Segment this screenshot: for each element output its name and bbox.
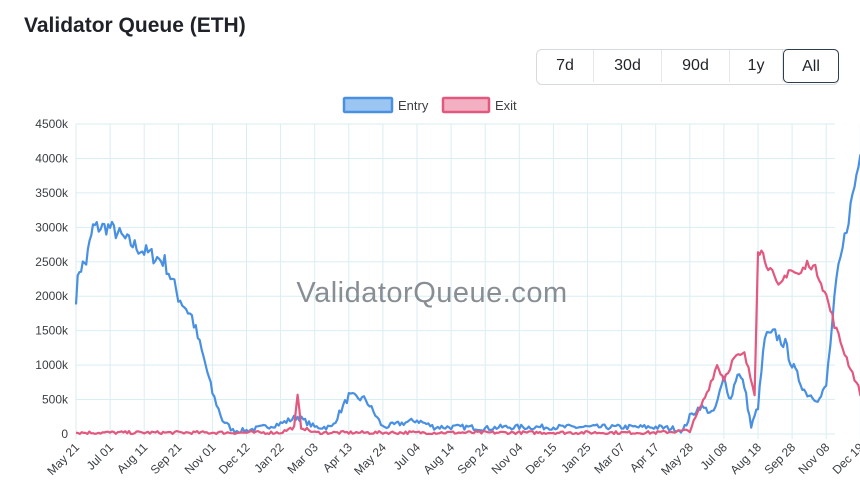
legend-label-exit[interactable]: Exit <box>495 98 517 113</box>
y-tick-label: 2500k <box>35 255 69 269</box>
watermark: ValidatorQueue.com <box>296 277 567 309</box>
y-tick-label: 500k <box>42 393 69 407</box>
x-tick-label: Aug 14 <box>420 440 457 477</box>
x-tick-label: Nov 08 <box>796 440 833 477</box>
x-tick-label: Sep 24 <box>455 440 492 477</box>
x-tick-label: Jul 08 <box>697 440 730 473</box>
time-range-selector: 7d 30d 90d 1y All <box>536 49 839 85</box>
x-tick-label: Aug 11 <box>114 440 150 476</box>
x-tick-label: Sep 21 <box>148 440 185 477</box>
y-tick-label: 1000k <box>35 358 69 372</box>
x-tick-label: Jul 01 <box>84 440 117 473</box>
y-tick-label: 2000k <box>35 289 69 303</box>
y-tick-label: 4000k <box>35 151 69 165</box>
x-tick-label: Apr 17 <box>627 440 662 475</box>
y-axis-ticks: 0 500k 1000k 1500k 2000k 2500k 3000k 3500k 4000k… <box>35 117 69 441</box>
range-button-7d[interactable]: 7d <box>537 50 594 82</box>
x-tick-label: Dec 19 <box>830 440 860 477</box>
range-button-all[interactable]: All <box>783 49 839 83</box>
y-tick-label: 1500k <box>35 324 69 338</box>
x-tick-label: Nov 01 <box>182 440 219 477</box>
range-button-90d[interactable]: 90d <box>662 50 730 82</box>
y-tick-label: 4500k <box>35 117 69 131</box>
chart-series <box>74 154 860 436</box>
x-tick-label: Mar 03 <box>285 440 322 477</box>
page-title: Validator Queue (ETH) <box>24 14 246 37</box>
legend-swatch-exit[interactable] <box>441 96 491 114</box>
x-tick-label: Dec 12 <box>216 440 253 477</box>
series-line-exit[interactable] <box>75 249 860 436</box>
legend-label-entry[interactable]: Entry <box>398 98 429 113</box>
y-tick-label: 3500k <box>35 186 69 200</box>
x-tick-label: Mar 07 <box>591 440 628 477</box>
x-tick-label: Jan 25 <box>558 440 594 476</box>
x-tick-label: May 28 <box>658 440 696 478</box>
x-tick-label: Aug 18 <box>727 440 764 477</box>
x-tick-label: May 24 <box>351 440 389 478</box>
x-tick-label: May 21 <box>44 440 82 478</box>
x-tick-label: Sep 28 <box>761 440 798 477</box>
x-tick-label: Dec 15 <box>523 440 560 477</box>
y-tick-label: 0 <box>61 427 68 441</box>
x-tick-label: Jan 22 <box>251 440 287 476</box>
range-button-30d[interactable]: 30d <box>594 50 662 82</box>
x-tick-label: Apr 13 <box>320 440 355 475</box>
legend-swatch-entry[interactable] <box>342 96 394 114</box>
range-button-1y[interactable]: 1y <box>730 50 783 82</box>
chart-legend: Entry Exit <box>342 96 517 114</box>
x-tick-label: Nov 04 <box>489 440 526 477</box>
x-tick-label: Jul 04 <box>391 440 424 473</box>
y-tick-label: 3000k <box>35 220 69 234</box>
